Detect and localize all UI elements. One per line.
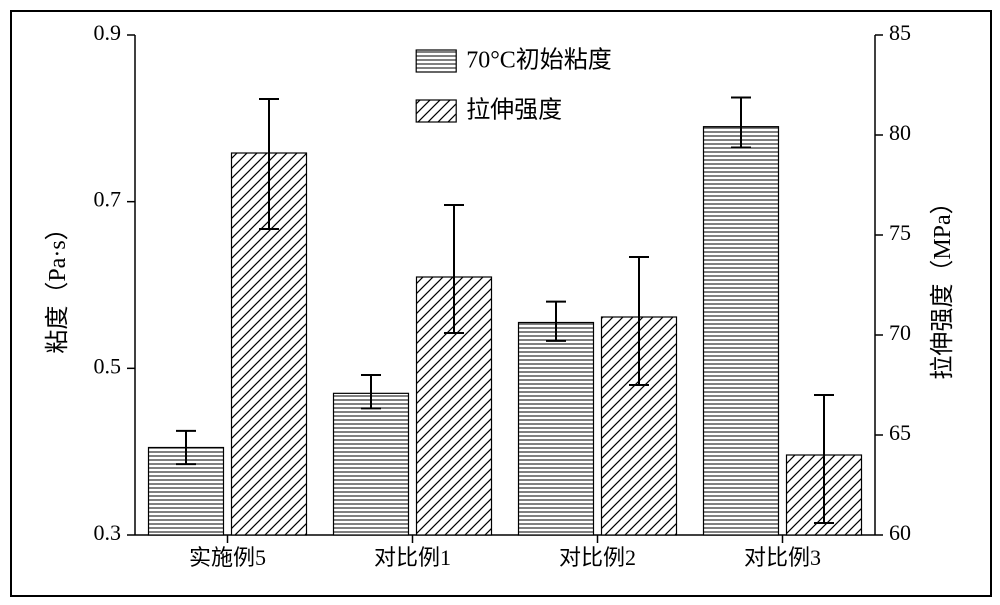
svg-text:实施例5: 实施例5 — [189, 545, 266, 570]
legend-label: 拉伸强度 — [466, 97, 562, 124]
svg-text:60: 60 — [889, 520, 911, 545]
svg-text:0.5: 0.5 — [94, 353, 122, 378]
bar — [519, 323, 594, 536]
svg-text:对比例1: 对比例1 — [374, 545, 451, 570]
svg-text:0.7: 0.7 — [94, 187, 122, 212]
svg-text:0.9: 0.9 — [94, 20, 122, 45]
svg-text:拉伸强度（MPa）: 拉伸强度（MPa） — [929, 190, 956, 379]
svg-text:70: 70 — [889, 320, 911, 345]
svg-text:75: 75 — [889, 220, 911, 245]
legend-swatch — [416, 100, 456, 122]
svg-text:65: 65 — [889, 420, 911, 445]
legend-swatch — [416, 50, 456, 72]
svg-text:粘度（Pa·s）: 粘度（Pa·s） — [44, 216, 71, 353]
svg-text:80: 80 — [889, 120, 911, 145]
svg-text:对比例3: 对比例3 — [744, 545, 821, 570]
legend-label: 70°C初始粘度 — [466, 47, 612, 74]
svg-text:0.3: 0.3 — [94, 520, 122, 545]
svg-text:对比例2: 对比例2 — [559, 545, 636, 570]
bar — [334, 393, 409, 535]
svg-text:85: 85 — [889, 20, 911, 45]
bar-chart: 0.3 0.5 0.7 0.9 60 65 70 75 80 85 粘度（Pa·s） 拉伸强度（MPa… — [10, 10, 988, 593]
bar — [704, 127, 779, 535]
